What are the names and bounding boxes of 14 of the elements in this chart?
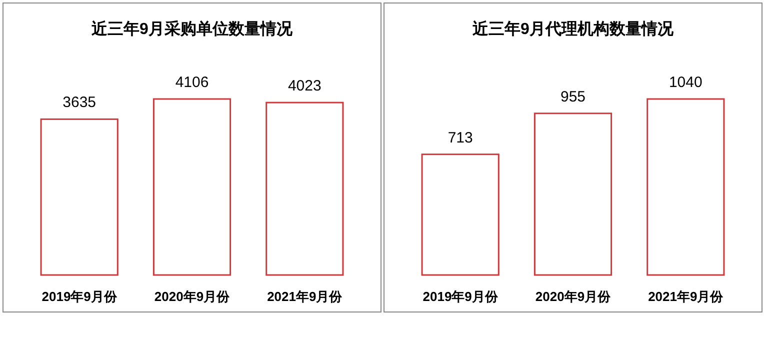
data-label: 4106 — [175, 74, 209, 91]
data-label: 4023 — [288, 78, 322, 95]
category-label: 2021年9月份 — [267, 289, 342, 304]
category-label: 2021年9月份 — [648, 289, 724, 304]
data-label: 955 — [560, 88, 586, 106]
category-label: 2020年9月份 — [535, 289, 611, 304]
title: 近三年9月采购单位数量情况 — [92, 21, 292, 38]
category-label: 2019年9月份 — [42, 289, 117, 304]
data-label: 3635 — [62, 94, 96, 112]
title: 近三年9月代理机构数量情况 — [472, 21, 674, 38]
category-label: 2019年9月份 — [422, 289, 498, 304]
category-label: 2020年9月份 — [154, 289, 230, 304]
data-label: 713 — [448, 129, 473, 146]
data-label: 1040 — [668, 74, 702, 91]
